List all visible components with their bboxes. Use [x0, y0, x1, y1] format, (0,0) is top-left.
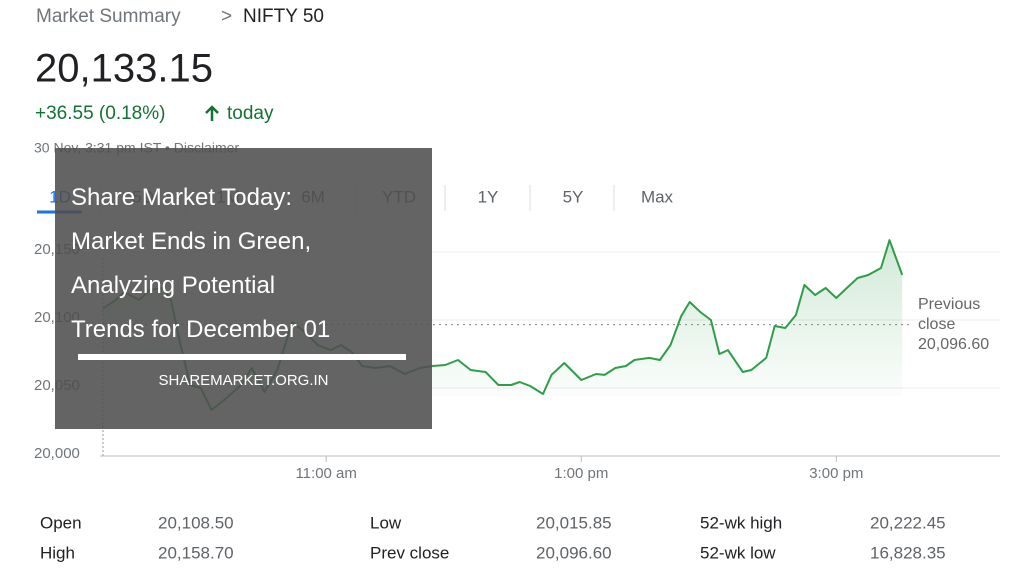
article-overlay[interactable]: Share Market Today: Market Ends in Green,… [55, 148, 432, 429]
overlay-title: Share Market Today: Market Ends in Green,… [71, 176, 330, 352]
stat-value: 16,828.35 [870, 543, 946, 562]
change: +36.55 (0.18%) [35, 103, 165, 124]
stat-label: 52-wk low [700, 543, 776, 562]
stat-value: 20,096.60 [536, 543, 612, 562]
ticker-name: NIFTY 50 [243, 6, 324, 27]
stat-label: Prev close [370, 543, 449, 562]
overlay-site: SHAREMARKET.ORG.IN [158, 372, 329, 389]
overlay-title-line: Analyzing Potential [71, 272, 276, 299]
range-tab[interactable]: Max [641, 187, 674, 206]
breadcrumb[interactable]: Market Summary [36, 6, 181, 27]
stat-label: Low [370, 513, 402, 532]
reference-value: 20,096.60 [918, 336, 990, 353]
stat-value: 20,015.85 [536, 513, 612, 532]
x-tick-label: 3:00 pm [809, 465, 863, 482]
price: 20,133.15 [35, 47, 213, 91]
x-tick-label: 11:00 am [295, 465, 356, 482]
change-suffix: today [227, 103, 274, 124]
y-tick-label: 20,000 [34, 445, 80, 462]
stat-value: 20,108.50 [158, 513, 234, 532]
x-tick-label: 1:00 pm [554, 465, 608, 482]
breadcrumb-separator: > [221, 6, 232, 27]
reference-label: Previous close [918, 296, 981, 333]
stat-label: High [40, 543, 75, 562]
overlay-title-line: Market Ends in Green, [71, 228, 312, 255]
range-tab[interactable]: 1Y [478, 187, 499, 206]
overlay-title-line: Share Market Today: [71, 184, 293, 211]
stat-label: 52-wk high [700, 513, 782, 532]
stat-label: Open [40, 513, 82, 532]
stat-value: 20,158.70 [158, 543, 234, 562]
overlay-title-line: Trends for December 01 [71, 316, 331, 343]
overlay-divider [78, 354, 406, 360]
reference-annotation: Previous close 20,096.60 [918, 295, 998, 355]
range-tab[interactable]: 5Y [563, 187, 584, 206]
stat-value: 20,222.45 [870, 513, 946, 532]
up-arrow-icon [205, 105, 219, 121]
